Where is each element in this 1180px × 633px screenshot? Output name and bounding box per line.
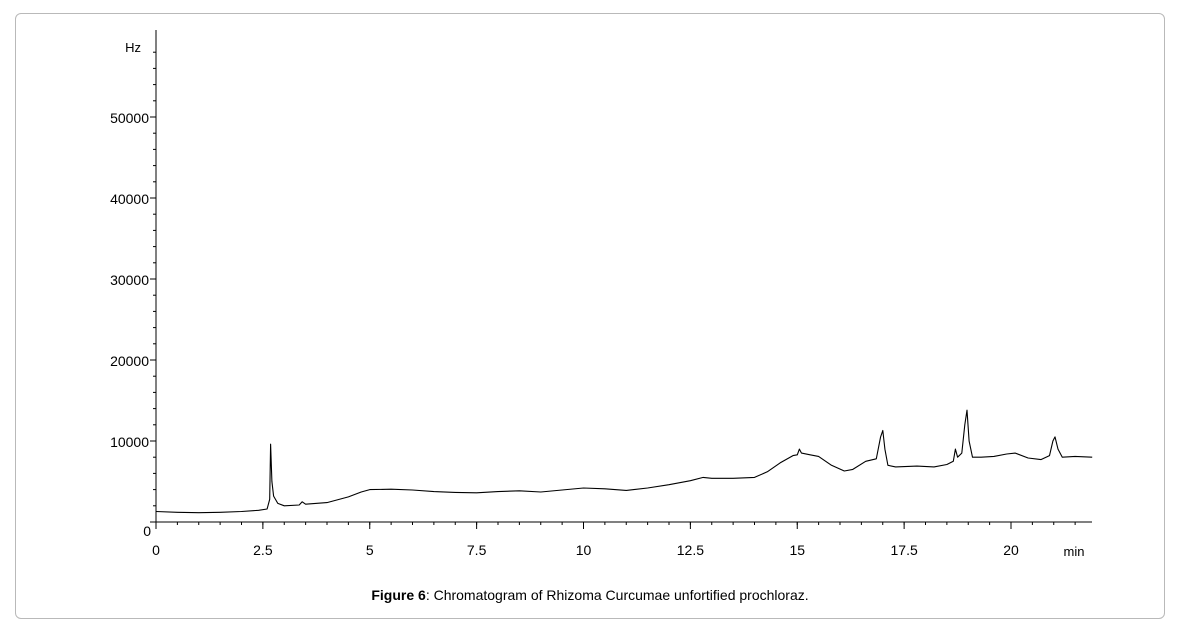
y-tick-label: 40000 [110, 191, 149, 207]
y-tick-label: 10000 [110, 434, 149, 450]
chromatogram-trace [155, 409, 1093, 514]
x-tick-label: 17.5 [891, 542, 918, 558]
x-tick-label: 12.5 [677, 542, 704, 558]
x-axis-label: min [1064, 544, 1085, 559]
x-tick-label: 2.5 [253, 542, 273, 558]
y-tick-label: 0 [143, 523, 151, 539]
x-tick-label: 15 [789, 542, 805, 558]
caption-label: Figure 6 [371, 587, 426, 603]
caption-text: : Chromatogram of Rhizoma Curcumae unfor… [425, 587, 809, 603]
y-tick-label: 50000 [110, 110, 149, 126]
x-tick-label: 20 [1003, 542, 1019, 558]
y-tick-label: 30000 [110, 272, 149, 288]
figure-caption: Figure 6: Chromatogram of Rhizoma Curcum… [0, 587, 1180, 603]
x-tick-label: 0 [152, 542, 160, 558]
x-tick-label: 5 [366, 542, 374, 558]
y-axis-label: Hz [125, 40, 141, 55]
figure-frame [15, 13, 1165, 619]
x-tick-label: 10 [576, 542, 592, 558]
x-tick-label: 7.5 [467, 542, 487, 558]
y-tick-label: 20000 [110, 353, 149, 369]
